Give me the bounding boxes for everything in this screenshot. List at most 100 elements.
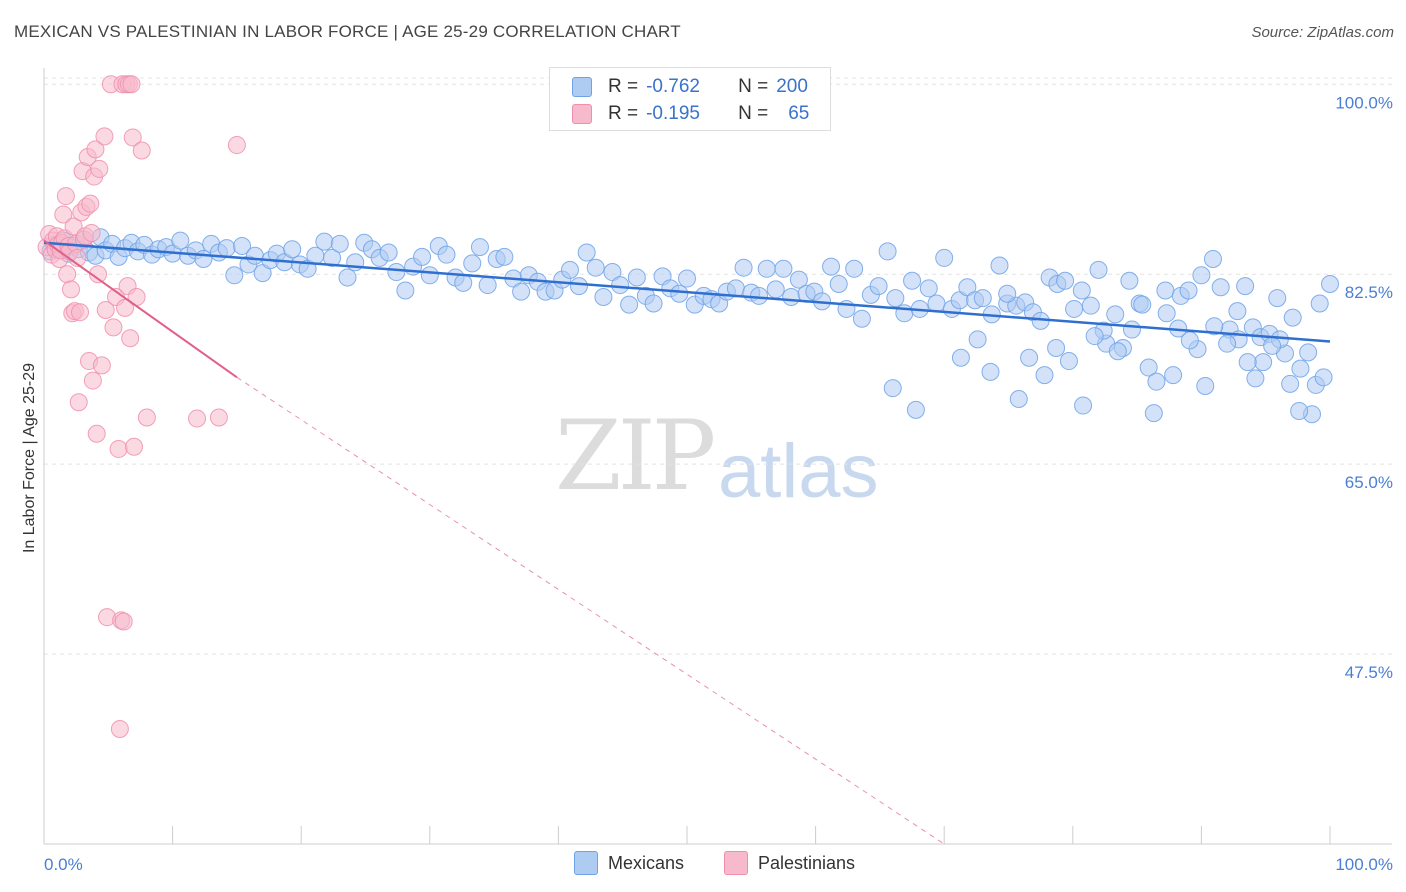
mexicans-point — [569, 277, 588, 296]
palestinians-point — [137, 408, 156, 427]
mexicans-point — [981, 362, 1000, 381]
palestinians-point — [123, 128, 142, 147]
palestinians-point — [64, 217, 83, 236]
legend-swatch-mexicans — [574, 851, 598, 875]
mexicans-point — [1056, 271, 1075, 290]
mexicans-point — [1157, 304, 1176, 323]
mexicans-point — [845, 259, 864, 278]
mexicans-point — [878, 242, 897, 261]
mexicans-point — [1144, 404, 1163, 423]
mexicans-point — [919, 279, 938, 298]
mexicans-point — [1122, 320, 1141, 339]
legend-n-value: 65 — [788, 103, 810, 124]
mexicans-point — [852, 309, 871, 328]
palestinians-trend-line — [43, 239, 238, 379]
mexicans-point — [470, 238, 489, 257]
data-points — [37, 75, 1339, 738]
palestinians-point — [95, 127, 114, 146]
palestinians-point — [109, 439, 128, 458]
legend-r-value: -0.195 — [646, 103, 700, 124]
mexicans-point — [1147, 372, 1166, 391]
mexicans-point — [1089, 260, 1108, 279]
mexicans-point — [906, 400, 925, 419]
mexicans-point — [829, 274, 848, 293]
mexicans-point — [670, 284, 689, 303]
mexicans-point — [1065, 299, 1084, 318]
palestinians-point — [71, 303, 90, 322]
palestinians-point — [125, 437, 144, 456]
mexicans-point — [171, 231, 190, 250]
mexicans-point — [413, 247, 432, 266]
mexicans-point — [396, 281, 415, 300]
palestinians-point — [56, 187, 75, 206]
mexicans-point — [437, 245, 456, 264]
palestinians-point — [227, 136, 246, 155]
mexicans-point — [1009, 390, 1028, 409]
mexicans-point — [1085, 327, 1104, 346]
legend-label-palestinians: Palestinians — [758, 852, 856, 873]
mexicans-point — [1192, 266, 1211, 285]
mexicans-point — [998, 284, 1017, 303]
mexicans-point — [1310, 294, 1329, 313]
mexicans-point — [627, 268, 646, 287]
mexicans-point — [903, 271, 922, 290]
palestinians-point — [81, 194, 100, 213]
mexicans-point — [586, 258, 605, 277]
mexicans-point — [789, 270, 808, 289]
mexicans-point — [1047, 339, 1066, 358]
palestinians-trend-extension — [236, 376, 945, 845]
legend-row-palestinians: R = -0.195 N = 65 — [572, 101, 809, 127]
mexicans-point — [1299, 343, 1318, 362]
palestinians-point — [96, 301, 115, 320]
tick-labels: 100.0% 82.5% 65.0% 47.5% 0.0% 100.0% — [44, 93, 1393, 874]
mexicans-point — [766, 280, 785, 299]
mexicans-point — [620, 295, 639, 314]
mexicans-point — [782, 288, 801, 307]
mexicans-point — [750, 286, 769, 305]
palestinians-point — [122, 75, 141, 94]
mexicans-point — [338, 268, 357, 287]
mexicans-point — [1290, 401, 1309, 420]
mexicans-point — [644, 294, 663, 313]
legend-swatch-mexicans — [572, 77, 592, 97]
legend-n-value: 200 — [776, 76, 808, 97]
legend-n-label: N = — [738, 103, 769, 124]
trend-lines — [43, 239, 1331, 845]
mexicans-point — [1081, 296, 1100, 315]
mexicans-point — [217, 239, 236, 258]
palestinians-point — [132, 141, 151, 160]
legend-r-label: R = — [608, 76, 639, 97]
palestinians-point — [114, 612, 133, 631]
mexicans-point — [1228, 302, 1247, 321]
mexicans-point — [194, 250, 213, 269]
mexicans-point — [968, 330, 987, 349]
mexicans-point — [1179, 281, 1198, 300]
mexicans-point — [883, 379, 902, 398]
mexicans-point — [1196, 376, 1215, 395]
mexicans-point — [1314, 368, 1333, 387]
palestinians-point — [58, 265, 77, 284]
palestinians-point — [209, 408, 228, 427]
mexicans-point — [1106, 305, 1125, 324]
mexicans-point — [611, 276, 630, 295]
mexicans-point — [1072, 281, 1091, 300]
grid-lines — [44, 77, 1392, 655]
mexicans-point — [1074, 396, 1093, 415]
mexicans-point — [454, 273, 473, 292]
mexicans-point — [233, 236, 252, 255]
legend-n-label: N = — [738, 76, 769, 97]
mexicans-point — [1254, 353, 1273, 372]
mexicans-point — [951, 348, 970, 367]
mexicans-point — [1263, 336, 1282, 355]
mexicans-point — [387, 263, 406, 282]
y-tick-label: 47.5% — [1345, 663, 1393, 682]
mexicans-point — [315, 232, 334, 251]
mexicans-point — [512, 282, 531, 301]
series-legend: Mexicans Palestinians — [0, 851, 1406, 879]
palestinians-point — [104, 318, 123, 337]
stats-legend: R = -0.762 N = 200 R = -0.195 N = 65 — [549, 67, 831, 131]
mexicans-point — [283, 240, 302, 259]
palestinians-point — [89, 265, 108, 284]
axes — [43, 68, 1392, 845]
watermark-zip: ZIP — [555, 400, 716, 512]
